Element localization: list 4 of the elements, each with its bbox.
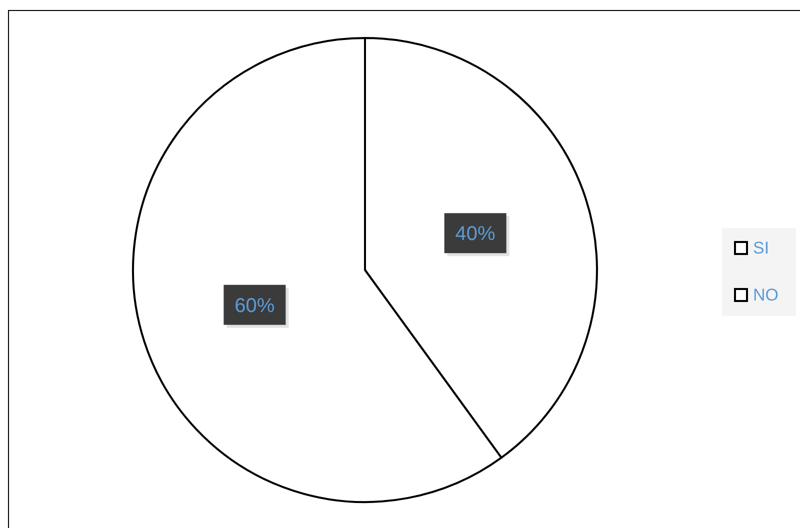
data-label: 60% bbox=[234, 294, 275, 317]
legend-label: SI bbox=[753, 238, 770, 258]
legend-label: NO bbox=[753, 286, 778, 304]
data-label: 40% bbox=[455, 223, 496, 246]
